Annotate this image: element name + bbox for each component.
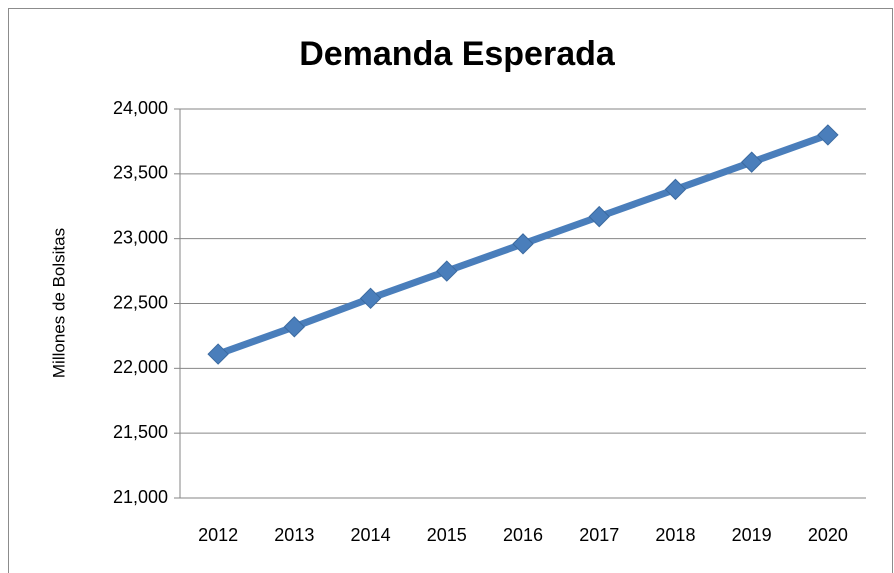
y-tick-label: 21,500 [113, 422, 168, 442]
data-point [283, 316, 306, 338]
data-point [817, 124, 839, 146]
y-tick-label: 23,500 [113, 163, 168, 183]
y-tick-label: 21,000 [113, 487, 168, 507]
data-point [740, 151, 763, 173]
chart-title: Demanda Esperada [299, 35, 616, 73]
y-tick-label: 22,000 [113, 357, 168, 377]
data-point [588, 205, 610, 228]
y-tick-label: 23,000 [113, 227, 168, 247]
x-tick-label: 2020 [808, 525, 848, 545]
chart-frame [8, 8, 893, 573]
x-tick-label: 2017 [579, 525, 619, 545]
data-point [664, 178, 687, 201]
x-tick-label: 2018 [655, 525, 695, 545]
x-tick-label: 2013 [274, 525, 314, 545]
data-point [207, 343, 229, 365]
x-tick-label: 2012 [198, 525, 238, 545]
x-tick-label: 2014 [351, 525, 391, 545]
data-point [512, 233, 534, 255]
x-tick-label: 2015 [427, 525, 467, 545]
data-point [359, 287, 382, 310]
y-tick-label: 22,500 [113, 292, 168, 312]
x-tick-label: 2019 [732, 525, 772, 545]
data-point [436, 260, 458, 282]
y-axis-title: Millones de Bolsitas [49, 228, 68, 378]
x-tick-label: 2016 [503, 525, 543, 545]
y-tick-label: 24,000 [113, 98, 168, 118]
